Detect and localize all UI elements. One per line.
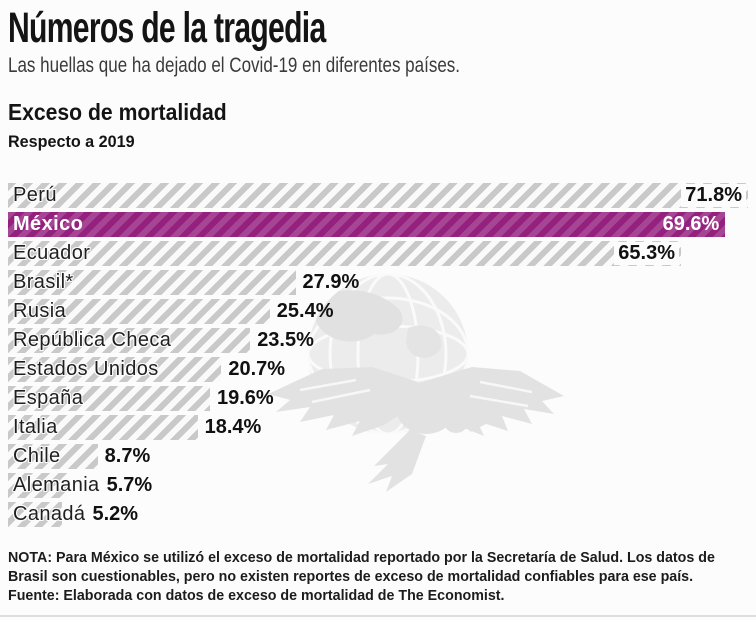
bar-chart: Perú 71.8% México 69.6% Ecuador 65.3% Brasi… [8, 183, 748, 531]
bar-value: 5.7% [106, 474, 153, 496]
bar-row-mexico: México 69.6% [8, 212, 748, 237]
bar-row-alemania: Alemania 5.7% [8, 473, 748, 498]
footnote-line: Brasil son cuestionables, pero no existe… [8, 568, 694, 585]
bar-row-espana: España 19.6% [8, 386, 748, 411]
bar-fill [8, 386, 210, 411]
chart-title: Exceso de mortalidad [8, 99, 227, 125]
footnote: NOTA: Para México se utilizó el exceso d… [8, 548, 752, 605]
bar-fill [8, 212, 726, 237]
bar-fill [8, 473, 67, 498]
bar-fill [8, 415, 198, 440]
bar-row-ecuador: Ecuador 65.3% [8, 241, 748, 266]
bar-row-estados-unidos: Estados Unidos 20.7% [8, 357, 748, 382]
bar-label: Perú [13, 184, 57, 206]
bar-fill [8, 270, 296, 295]
bar-value: 27.9% [302, 271, 360, 293]
bar-value: 71.8% [681, 184, 746, 207]
bar-label: Estados Unidos [13, 358, 159, 380]
bar-label: Brasil* [13, 271, 74, 293]
bar-fill [8, 444, 98, 469]
bar-label: Chile [13, 445, 61, 467]
bar-value: 8.7% [104, 445, 151, 467]
bar-row-chile: Chile 8.7% [8, 444, 748, 469]
eagle-globe-watermark-icon [260, 270, 574, 500]
bar-value: 5.2% [92, 503, 139, 525]
bar-value: 23.5% [257, 329, 314, 351]
bar-label: México [13, 213, 84, 235]
bar-label: Canadá [13, 503, 86, 525]
page-title: Números de la tragedia [8, 4, 326, 52]
bar-label: Ecuador [13, 242, 91, 264]
page-subtitle: Las huellas que ha dejado el Covid-19 en… [8, 54, 461, 77]
bar-fill [8, 328, 251, 353]
bar-value: 25.4% [276, 300, 334, 322]
bar-value: 65.3% [614, 242, 679, 265]
bar-fill [8, 502, 62, 527]
bar-fill [8, 299, 270, 324]
bar-fill [8, 357, 222, 382]
bar-value: 19.6% [217, 387, 274, 409]
bar-row-rusia: Rusia 25.4% [8, 299, 748, 324]
bar-label: República Checa [13, 329, 172, 351]
bar-row-italia: Italia 18.4% [8, 415, 748, 440]
bar-value: 18.4% [204, 416, 262, 438]
bottom-divider [0, 615, 756, 617]
bar-fill [8, 241, 681, 266]
bar-row-canada: Canadá 5.2% [8, 502, 748, 527]
bar-label: España [13, 387, 84, 409]
bar-value: 69.6% [662, 213, 720, 235]
bar-row-republica-checa: República Checa 23.5% [8, 328, 748, 353]
bar-label: Rusia [13, 300, 67, 322]
bar-row-peru: Perú 71.8% [8, 183, 748, 208]
bar-fill [8, 183, 748, 208]
chart-subtitle: Respecto a 2019 [8, 132, 135, 151]
bar-value: 20.7% [228, 358, 286, 380]
footnote-line: NOTA: Para México se utilizó el exceso d… [8, 549, 715, 566]
footnote-line: Fuente: Elaborada con datos de exceso de… [8, 587, 505, 604]
bar-label: Italia [13, 416, 58, 438]
bar-label: Alemania [13, 474, 100, 496]
bar-row-brasil: Brasil* 27.9% [8, 270, 748, 295]
